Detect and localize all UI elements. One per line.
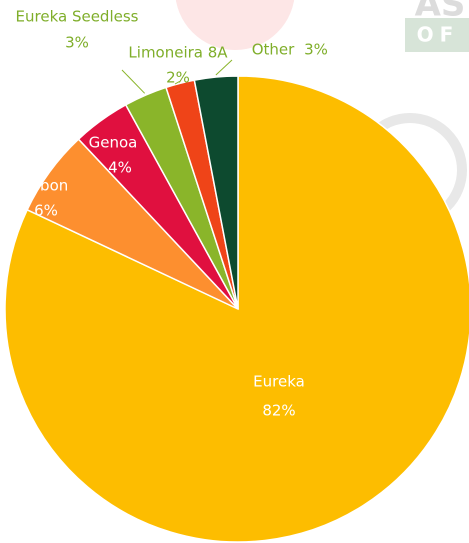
- slice-label: Eureka Seedless: [16, 8, 139, 26]
- pie-slice: [193, 75, 239, 310]
- logo-text: AS: [415, 0, 466, 25]
- logo-band: [405, 18, 469, 52]
- slice-label: Other: [252, 41, 295, 59]
- leader-line: [121, 69, 146, 94]
- slice-value: 3%: [304, 41, 328, 59]
- slice-label: Lisbon: [20, 177, 69, 195]
- leader-line: [174, 80, 180, 85]
- logo-text: OF: [417, 23, 460, 47]
- slice-value: 4%: [108, 159, 132, 177]
- slice-value: 82%: [262, 402, 295, 420]
- slice-label: Genoa: [89, 134, 138, 152]
- slice-label: Limoneira 8A: [128, 44, 228, 62]
- leader-line: [215, 59, 233, 76]
- slice-value: 6%: [34, 202, 58, 220]
- slice-value: 3%: [65, 34, 89, 52]
- slice-value: 2%: [166, 69, 190, 87]
- logo-shape: [175, 0, 295, 50]
- slice-label: Eureka: [253, 373, 305, 391]
